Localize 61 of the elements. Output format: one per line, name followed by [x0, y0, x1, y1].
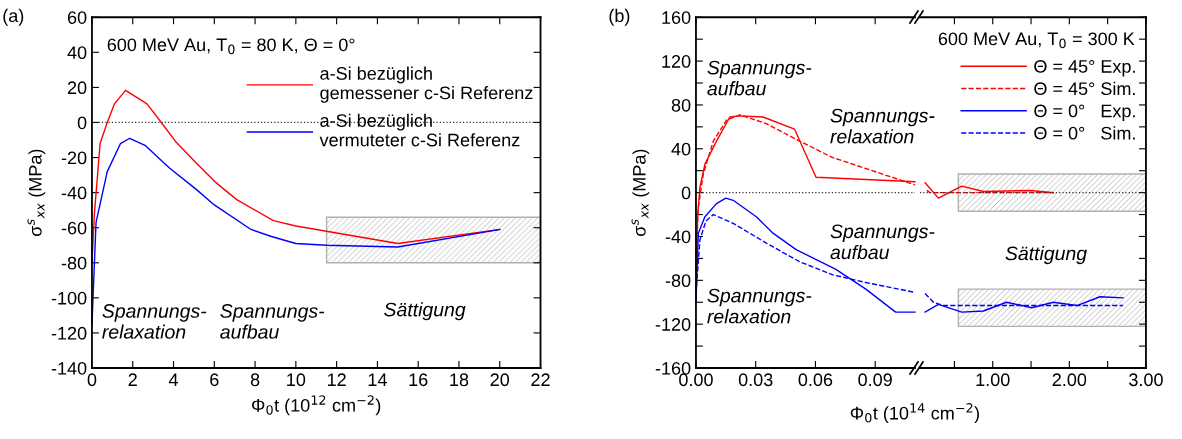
- annotation: Sättigung: [1005, 246, 1087, 265]
- legend-label: Θ = 45° Exp.: [1034, 60, 1135, 77]
- y-tick-label: -120: [51, 326, 87, 340]
- annotation: Spannungs- relaxation: [102, 304, 207, 339]
- chart-title: (b): [609, 8, 630, 26]
- y-axis-title: σ$^{s}$$_{xx}$ (MPa): [27, 149, 46, 237]
- annotation: Sättigung: [384, 302, 466, 321]
- y-tick-label: 40: [671, 142, 691, 156]
- y-tick-label: -140: [51, 361, 87, 375]
- y-tick-label: 0: [681, 186, 691, 200]
- text: 600 MeV Au, T$_{0}$ = 80 K, Θ = 0°: [107, 38, 355, 55]
- x-axis-title: Φ$_{0}$t (10$^{12}$ cm$^{−2}$): [252, 395, 381, 416]
- y-tick-label: -40: [665, 230, 691, 244]
- annotation: Spannungs- aufbau: [220, 304, 325, 339]
- x-tick-label: 1.00: [976, 373, 1010, 387]
- legend-label: Θ = 0° Exp.: [1034, 104, 1135, 121]
- x-tick-label: 0.06: [798, 373, 833, 387]
- legend-label: a-Si bezüglich vermuteter c-Si Referenz: [319, 113, 520, 147]
- y-tick-label: -100: [51, 291, 87, 305]
- legend-label: a-Si bezüglich gemessener c-Si Referenz: [320, 66, 533, 103]
- x-tick-label: 14: [368, 373, 387, 386]
- y-tick-label: -60: [61, 221, 87, 235]
- y-tick-label: 20: [67, 81, 87, 95]
- legend-label: Θ = 0° Sim.: [1034, 126, 1135, 140]
- chart-title: (a): [3, 8, 24, 26]
- y-axis-title: σ$^{s}$$_{xx}$ (MPa): [631, 149, 650, 237]
- y-tick-label: -160: [655, 361, 691, 375]
- x-tick-label: 2: [128, 373, 137, 386]
- y-tick-label: 80: [671, 98, 691, 112]
- y-tick-label: 60: [67, 11, 87, 24]
- y-tick-label: -40: [61, 186, 87, 200]
- annotation: Spannungs- aufbau: [707, 60, 812, 96]
- y-tick-label: -120: [655, 318, 691, 331]
- legend-label: Θ = 45° Sim.: [1034, 81, 1135, 96]
- x-tick-label: 12: [327, 373, 346, 386]
- x-tick-label: 6: [210, 373, 219, 387]
- text: 600 MeV Au, T$_{0}$ = 300 K: [938, 32, 1135, 49]
- x-tick-label: 10: [287, 373, 306, 387]
- x-tick-label: 4: [168, 373, 179, 386]
- annotation: Spannungs- relaxation: [830, 108, 935, 144]
- x-tick-label: 2.00: [1052, 373, 1087, 387]
- x-tick-label: 16: [409, 373, 428, 387]
- y-tick-label: 120: [662, 55, 691, 68]
- y-tick-label: -80: [665, 274, 691, 288]
- x-tick-label: 0.03: [738, 373, 773, 387]
- x-tick-label: 0.09: [858, 373, 892, 387]
- x-tick-label: 22: [531, 373, 550, 386]
- y-tick-label: -80: [61, 256, 87, 270]
- x-tick-label: 18: [450, 373, 469, 387]
- x-axis-title: Φ$_{0}$t (10$^{14}$ cm$^{−2}$): [850, 403, 979, 424]
- y-tick-label: -20: [61, 151, 87, 165]
- y-tick-label: 0: [77, 116, 87, 130]
- y-tick-label: 160: [662, 11, 691, 24]
- x-tick-label: 8: [250, 373, 260, 387]
- x-tick-label: 3.00: [1129, 373, 1163, 387]
- y-tick-label: 40: [67, 46, 87, 60]
- annotation: Spannungs- aufbau: [830, 224, 935, 260]
- x-tick-label: 0.00: [679, 373, 713, 387]
- x-tick-label: 0: [87, 373, 97, 387]
- x-tick-label: 20: [490, 373, 510, 387]
- annotation: Spannungs- relaxation: [707, 288, 812, 324]
